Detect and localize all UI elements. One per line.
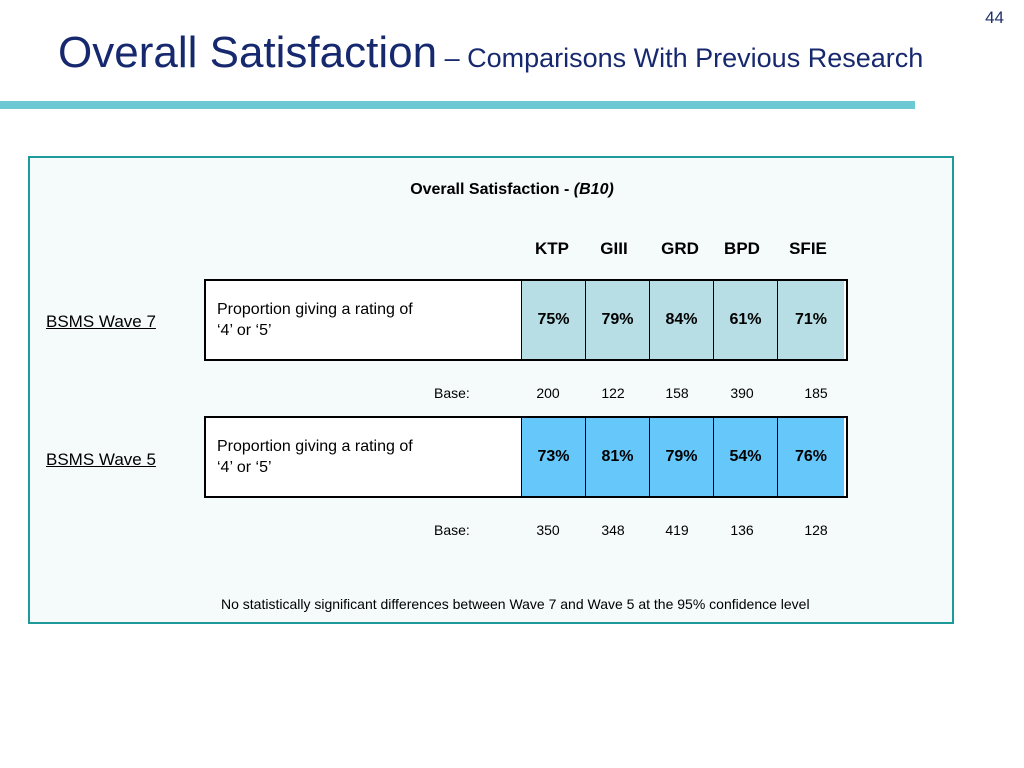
base-value-giii: 122 [601,385,625,401]
base-label: Base: [434,385,470,401]
base-value-bpd: 390 [730,385,754,401]
title-rule [0,101,915,109]
page-number: 44 [985,8,1004,27]
wave-label-7: BSMS Wave 7 [46,312,156,331]
row-description-line1: Proportion giving a rating of [217,438,413,455]
row-description-line2: ‘4’ or ‘5’ [217,322,272,339]
base-value-sfie: 185 [804,385,828,401]
base-value-grd: 158 [665,385,689,401]
base-value-grd: 419 [665,522,689,538]
value-cell-giii: 81% [586,418,650,496]
panel-title: Overall Satisfaction - (B10) [0,181,1024,199]
row-description-line1: Proportion giving a rating of [217,301,413,318]
row-description: Proportion giving a rating of ‘4’ or ‘5’ [206,418,522,496]
value-cell-giii: 79% [586,281,650,359]
panel-title-code: (B10) [573,181,614,198]
value-cell-bpd: 61% [714,281,778,359]
column-header-ktp: KTP [535,239,569,258]
slide-title-main: Overall Satisfaction [58,28,438,77]
base-value-sfie: 128 [804,522,828,538]
panel-title-text: Overall Satisfaction - [410,181,574,198]
base-value-ktp: 350 [536,522,560,538]
wave-label-5: BSMS Wave 5 [46,450,156,469]
column-header-grd: GRD [661,239,699,258]
data-row-wave-7: Proportion giving a rating of ‘4’ or ‘5’… [204,279,848,361]
value-cell-sfie: 76% [778,418,844,496]
slide-title: Overall Satisfaction – Comparisons With … [58,28,923,78]
value-cell-sfie: 71% [778,281,844,359]
base-value-ktp: 200 [536,385,560,401]
column-header-sfie: SFIE [789,239,827,258]
base-label: Base: [434,522,470,538]
base-value-bpd: 136 [730,522,754,538]
value-cell-ktp: 73% [522,418,586,496]
column-header-giii: GIII [600,239,628,258]
value-cell-ktp: 75% [522,281,586,359]
value-cell-grd: 84% [650,281,714,359]
column-header-bpd: BPD [724,239,760,258]
value-cell-bpd: 54% [714,418,778,496]
value-cell-grd: 79% [650,418,714,496]
slide-title-sub: – Comparisons With Previous Research [437,43,924,73]
row-description: Proportion giving a rating of ‘4’ or ‘5’ [206,281,522,359]
results-panel [28,156,954,624]
footnote: No statistically significant differences… [221,596,810,612]
base-value-giii: 348 [601,522,625,538]
row-description-line2: ‘4’ or ‘5’ [217,459,272,476]
data-row-wave-5: Proportion giving a rating of ‘4’ or ‘5’… [204,416,848,498]
